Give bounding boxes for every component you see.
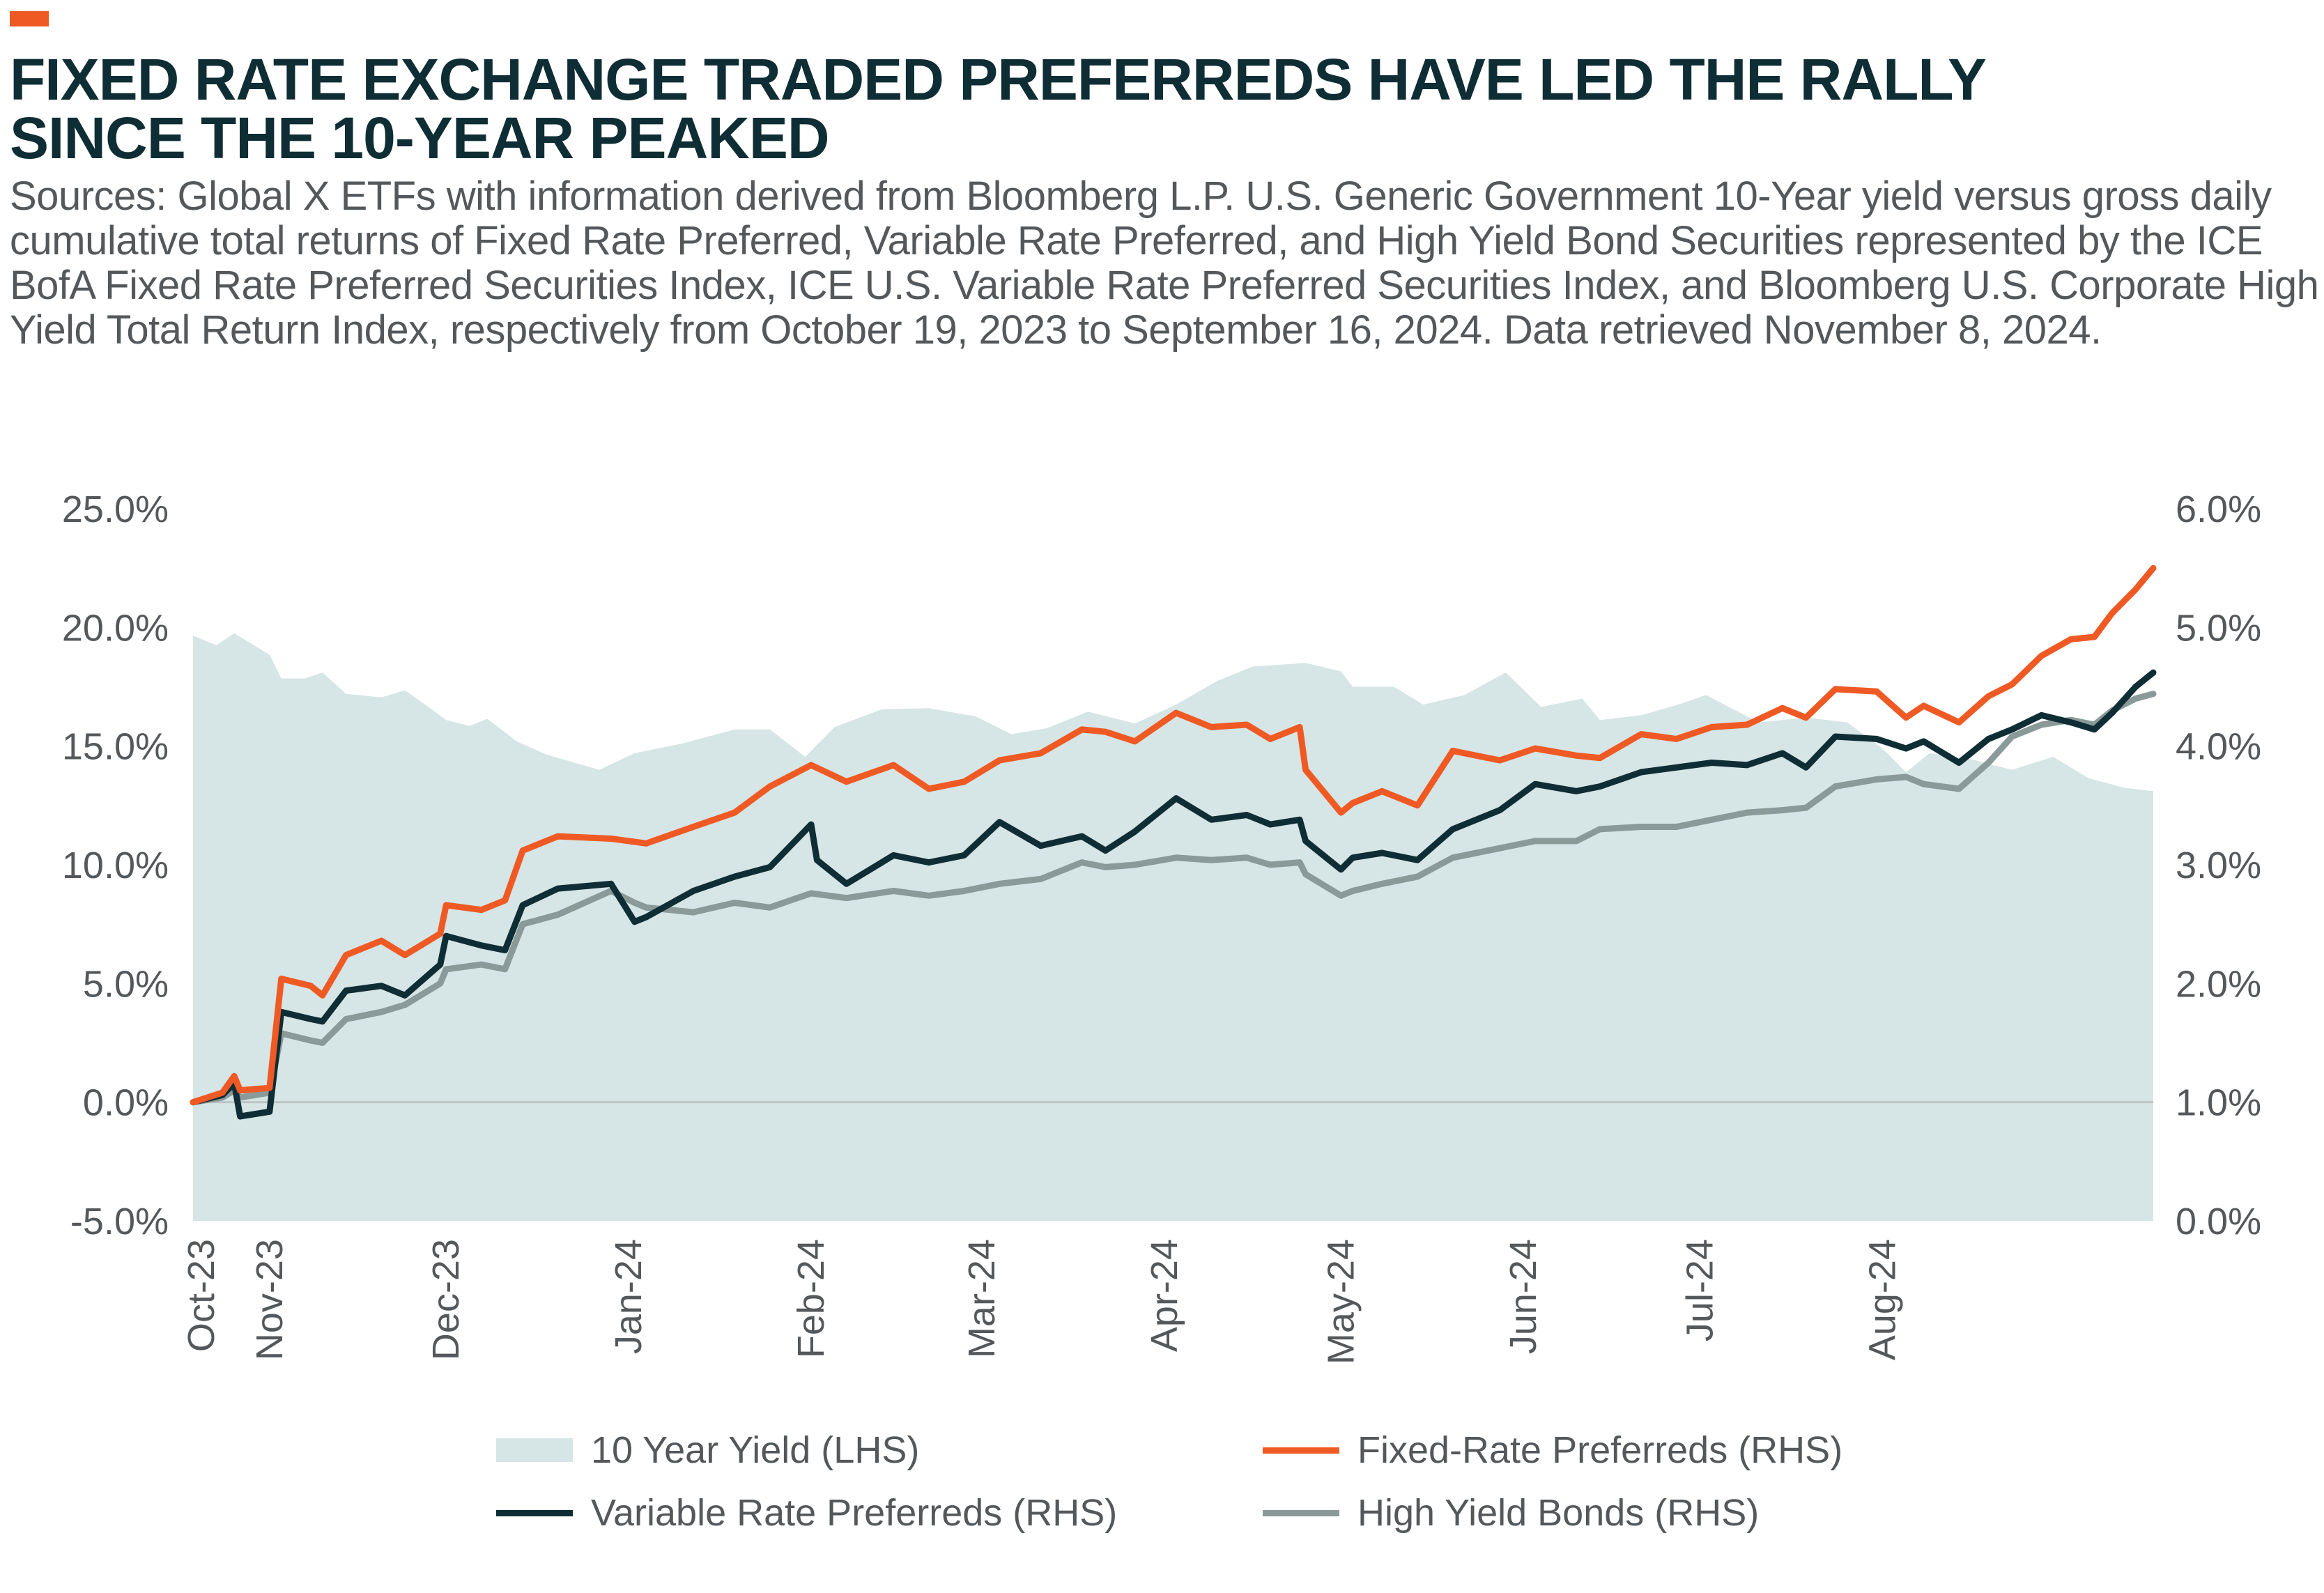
series-area-10-year-yield xyxy=(193,633,2153,1221)
right-axis-tick-label: 5.0% xyxy=(2176,607,2261,649)
series-line-variable-rate-preferreds xyxy=(190,669,2157,1120)
x-axis-tick-label: Dec-23 xyxy=(425,1239,467,1360)
x-axis-tick-label: Jul-24 xyxy=(1679,1239,1721,1341)
x-axis-tick-label: May-24 xyxy=(1320,1239,1362,1364)
left-axis-tick-label: 0.0% xyxy=(83,1082,169,1124)
x-axis-tick-label: Nov-23 xyxy=(249,1239,291,1360)
right-axis-tick-label: 1.0% xyxy=(2176,1082,2261,1124)
right-axis-tick-label: 2.0% xyxy=(2176,963,2261,1005)
series-line-high-yield-bonds xyxy=(190,691,2157,1106)
left-axis-tick-label: -5.0% xyxy=(70,1201,169,1242)
right-axis-tick-label: 6.0% xyxy=(2176,488,2261,530)
x-axis-tick-label: Jan-24 xyxy=(608,1239,649,1354)
x-axis-tick-label: Aug-24 xyxy=(1861,1239,1903,1360)
chart-title: FIXED RATE EXCHANGE TRADED PREFERREDS HA… xyxy=(10,47,1986,171)
left-axis-tick-label: 20.0% xyxy=(62,607,169,649)
left-axis-tick-label: 10.0% xyxy=(62,845,169,886)
left-axis-tick-label: 5.0% xyxy=(83,963,169,1005)
series-line-fixed-rate-preferreds xyxy=(190,564,2157,1106)
accent-bar xyxy=(10,11,49,26)
right-axis-tick-label: 3.0% xyxy=(2176,845,2261,886)
x-axis-tick-label: Feb-24 xyxy=(790,1239,832,1358)
right-axis-tick-label: 4.0% xyxy=(2176,726,2261,768)
x-axis-tick-label: Jun-24 xyxy=(1502,1239,1544,1354)
x-axis-tick-label: Apr-24 xyxy=(1144,1239,1185,1352)
chart-source-note: Sources: Global X ETFs with information … xyxy=(10,174,2319,353)
left-axis-tick-label: 25.0% xyxy=(62,488,169,530)
right-axis-tick-label: 0.0% xyxy=(2176,1201,2261,1242)
x-axis-tick-label: Oct-23 xyxy=(180,1239,222,1352)
left-axis-tick-label: 15.0% xyxy=(62,726,169,768)
x-axis-tick-label: Mar-24 xyxy=(961,1239,1003,1358)
